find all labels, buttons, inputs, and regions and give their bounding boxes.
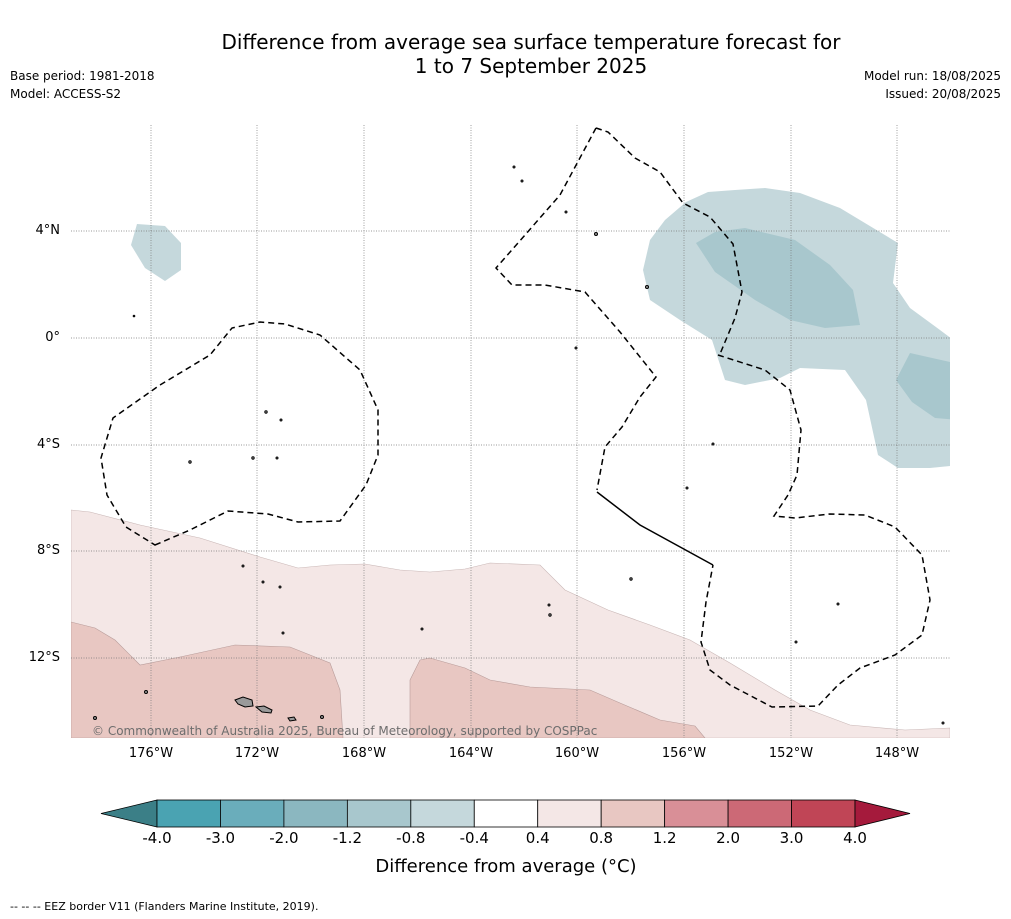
model-run: Model run: 18/08/2025 xyxy=(863,69,1001,83)
anomaly-fields xyxy=(71,188,950,738)
colorbar-tick-label: -0.8 xyxy=(396,829,426,847)
eez-borders xyxy=(100,127,931,708)
eez-footnote: -- -- -- EEZ border V11 (Flanders Marine… xyxy=(10,900,319,913)
lat-label-4n: 4°N xyxy=(35,223,61,238)
eez-border-central xyxy=(595,127,743,355)
colorbar-segment xyxy=(156,799,221,828)
copyright-notice: © Commonwealth of Australia 2025, Bureau… xyxy=(92,724,598,738)
islands xyxy=(93,165,945,725)
issued-date: Issued: 20/08/2025 xyxy=(885,87,1001,101)
cool-anomaly-core-east xyxy=(896,353,950,420)
eez-border-east xyxy=(700,354,931,708)
colorbar-segment xyxy=(664,799,729,828)
title-line-1: Difference from average sea surface temp… xyxy=(221,30,841,54)
colorbar-segment xyxy=(283,799,348,828)
lon-label-164w: 164°W xyxy=(448,746,494,761)
colorbar-title: Difference from average (°C) xyxy=(375,856,637,877)
colorbar-tick-label: -1.2 xyxy=(332,829,362,847)
cool-anomaly-core-north xyxy=(696,228,860,328)
colorbar-extend-low xyxy=(100,799,158,828)
warm-anomaly-southcentral-core xyxy=(409,657,706,738)
colorbar-segment xyxy=(727,799,792,828)
model-name: Model: ACCESS-S2 xyxy=(10,87,122,101)
colorbar xyxy=(100,799,911,828)
title-line-2: 1 to 7 September 2025 xyxy=(414,54,648,78)
island-savaii xyxy=(234,696,254,708)
graticule xyxy=(71,125,950,738)
colorbar-tick-label: -3.0 xyxy=(205,829,236,847)
warm-anomaly-southwest-core xyxy=(71,621,344,738)
colorbar-extend-high xyxy=(854,799,911,828)
island-upolu xyxy=(254,705,273,714)
colorbar-tick-label: 4.0 xyxy=(843,829,867,847)
colorbar-tick-label: -2.0 xyxy=(269,829,299,847)
colorbar-tick-label: 1.2 xyxy=(652,829,677,847)
lon-label-176w: 176°W xyxy=(128,746,174,761)
lon-label-172w: 172°W xyxy=(234,746,280,761)
cool-anomaly-northwest xyxy=(131,224,181,281)
colorbar-tick-label: 0.8 xyxy=(589,829,614,847)
map-title: Difference from average sea surface temp… xyxy=(150,30,912,78)
colorbar-segment xyxy=(220,799,285,828)
colorbar-segment xyxy=(791,799,856,828)
colorbar-segment xyxy=(473,799,539,828)
colorbar-tick-label: 2.0 xyxy=(716,829,740,847)
eez-border-west xyxy=(100,321,379,546)
lat-label-0: 0° xyxy=(45,330,60,345)
lat-label-8s: 8°S xyxy=(36,543,60,558)
lon-label-168w: 168°W xyxy=(341,746,387,761)
meta-right: Model run: 18/08/2025 Issued: 20/08/2025 xyxy=(864,67,1001,103)
colorbar-segment xyxy=(600,799,666,828)
lat-label-4s: 4°S xyxy=(36,437,60,452)
colorbar-segment xyxy=(346,799,412,828)
eez-border-solid xyxy=(596,491,714,566)
colorbar-segment xyxy=(410,799,475,828)
lat-label-12s: 12°S xyxy=(28,650,60,665)
colorbar-tick-label: 3.0 xyxy=(779,829,804,847)
lon-label-148w: 148°W xyxy=(874,746,920,761)
eez-border-central-west xyxy=(494,127,657,491)
lon-label-156w: 156°W xyxy=(661,746,707,761)
cool-anomaly-northeast xyxy=(643,188,950,468)
colorbar-tick-label: -0.4 xyxy=(459,829,489,847)
colorbar-tick-label: 0.4 xyxy=(525,829,550,847)
meta-left: Base period: 1981-2018 Model: ACCESS-S2 xyxy=(10,67,155,103)
lon-label-160w: 160°W xyxy=(554,746,600,761)
lon-label-152w: 152°W xyxy=(768,746,814,761)
colorbar-tick-label: -4.0 xyxy=(142,829,172,847)
island-tutuila xyxy=(287,716,297,722)
colorbar-segment xyxy=(537,799,602,828)
base-period: Base period: 1981-2018 xyxy=(10,69,155,83)
